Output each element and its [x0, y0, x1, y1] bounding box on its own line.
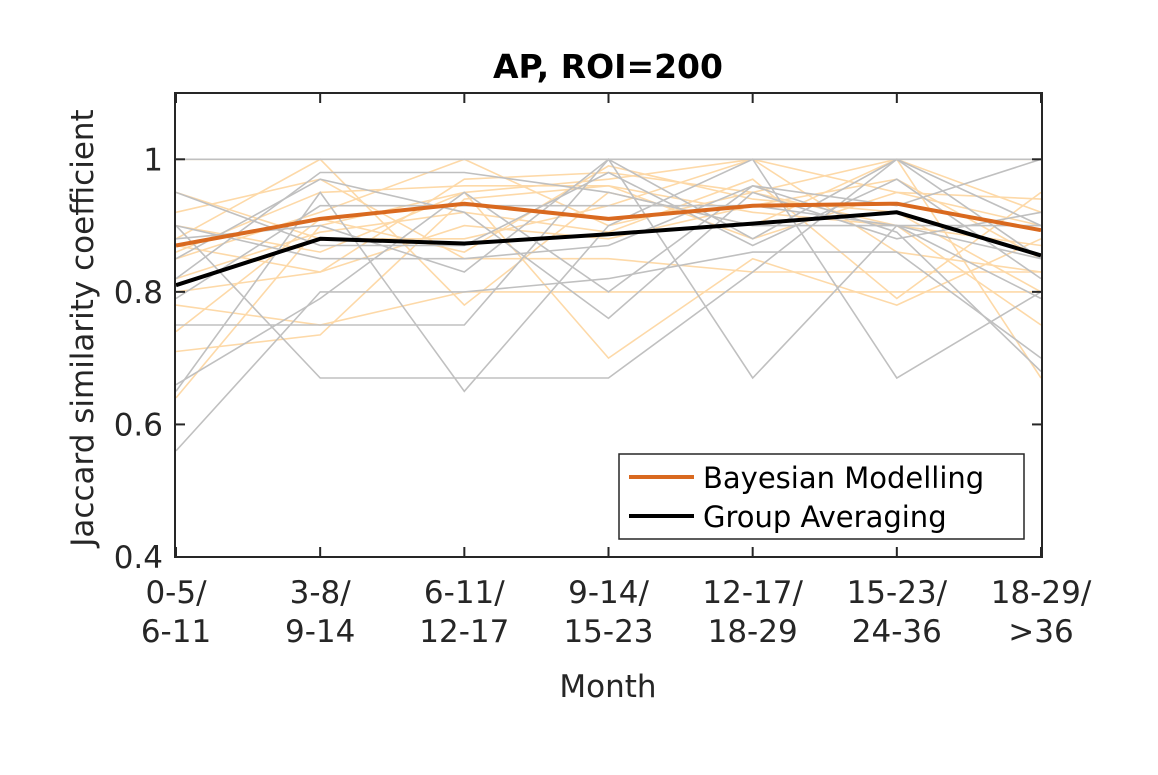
x-tick-label: 15-23 — [563, 614, 653, 650]
y-tick-label: 0.6 — [114, 407, 163, 443]
group-subject-line-4 — [175, 251, 1042, 452]
y-tick-label: 1 — [143, 142, 163, 178]
y-axis-label: Jaccard similarity coefficient — [65, 109, 101, 548]
x-tick-label: 9-14 — [285, 614, 355, 650]
mean-lines — [175, 201, 1042, 288]
legend-label-bayesian-modelling: Bayesian Modelling — [703, 461, 984, 495]
x-tick-label: 6-11 — [141, 614, 211, 650]
y-tick-label: 0.4 — [114, 540, 163, 576]
x-tick-label: 3-8/ — [290, 575, 352, 611]
legend: Bayesian Modelling Group Averaging — [618, 453, 1025, 540]
axis-ticks: 0.4 0.6 0.8 1 0-5/6-11 3-8/9-14 6-11/12-17 9-14… — [114, 93, 1092, 650]
legend-box — [618, 453, 1025, 540]
x-axis-label: Month — [559, 669, 656, 705]
group-subject-line-5 — [175, 178, 1042, 320]
x-tick-label: 12-17/ — [702, 575, 803, 611]
x-tick-label: 0-5/ — [145, 575, 207, 611]
x-tick-label: 12-17 — [419, 614, 509, 650]
group-subject-line-11 — [175, 171, 1042, 280]
x-tick-label: 6-11/ — [424, 575, 505, 611]
x-tick-label: 24-36 — [852, 614, 942, 650]
group-subject-line-9 — [175, 184, 1042, 372]
x-tick-label: >36 — [1008, 614, 1073, 650]
chart-title: AP, ROI=200 — [493, 47, 723, 86]
group-subject-line-8 — [175, 204, 1041, 300]
legend-label-group-averaging: Group Averaging — [703, 500, 947, 534]
x-tick-label: 18-29/ — [991, 575, 1092, 611]
x-tick-label: 9-14/ — [568, 575, 649, 611]
group-subject-line-7 — [175, 158, 1042, 273]
series-line-group-averaging — [175, 210, 1042, 288]
x-tick-label: 18-29 — [708, 614, 798, 650]
group-subject-line-3 — [175, 158, 1042, 393]
series-line-bayesian-modelling — [175, 201, 1042, 248]
y-tick-label: 0.8 — [114, 275, 163, 311]
x-tick-label: 15-23/ — [847, 575, 948, 611]
